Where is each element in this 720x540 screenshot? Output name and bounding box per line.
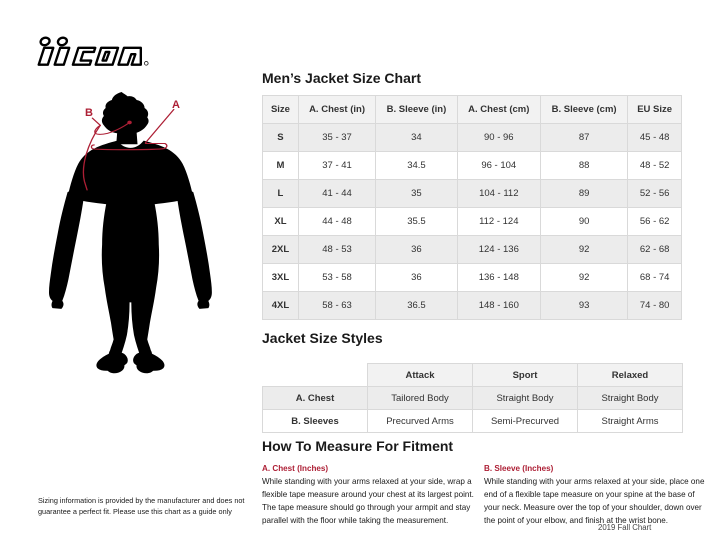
svg-text:B: B — [85, 107, 93, 119]
svg-text:A: A — [172, 99, 180, 111]
